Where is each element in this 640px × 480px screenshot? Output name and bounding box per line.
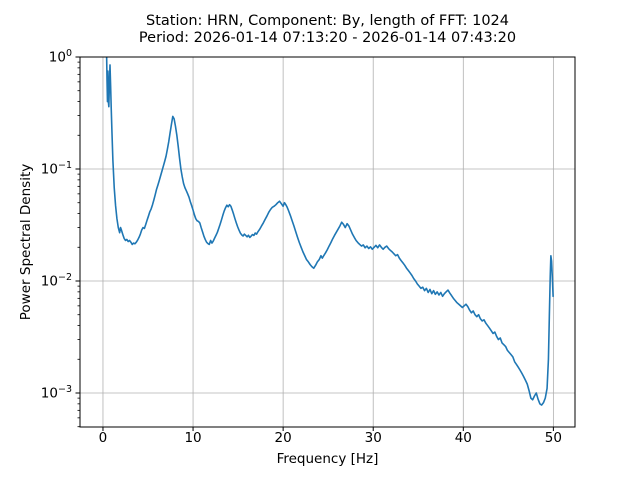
x-tick-label: 50 <box>545 430 562 446</box>
x-tick-label: 30 <box>365 430 382 446</box>
chart-title-line1: Station: HRN, Component: By, length of F… <box>145 13 509 29</box>
y-tick-exponent: −1 <box>58 160 72 171</box>
y-tick-exponent: −2 <box>58 272 72 283</box>
x-axis-label: Frequency [Hz] <box>276 451 379 467</box>
series-group <box>105 57 554 406</box>
y-axis-label: Power Spectral Density <box>18 163 34 321</box>
psd-line <box>105 57 554 406</box>
chart-title: Station: HRN, Component: By, length of F… <box>80 13 575 47</box>
chart-title-line2: Period: 2026-01-14 07:13:20 - 2026-01-14… <box>138 30 517 47</box>
plot-border <box>79 56 576 428</box>
y-tick-exponent: 0 <box>66 48 72 59</box>
x-tick-label: 20 <box>275 430 292 446</box>
y-tick-exponent: −3 <box>58 384 72 395</box>
x-tick-label: 40 <box>455 430 472 446</box>
x-tick-label: 10 <box>184 430 201 446</box>
x-tick-label: 0 <box>99 430 108 446</box>
